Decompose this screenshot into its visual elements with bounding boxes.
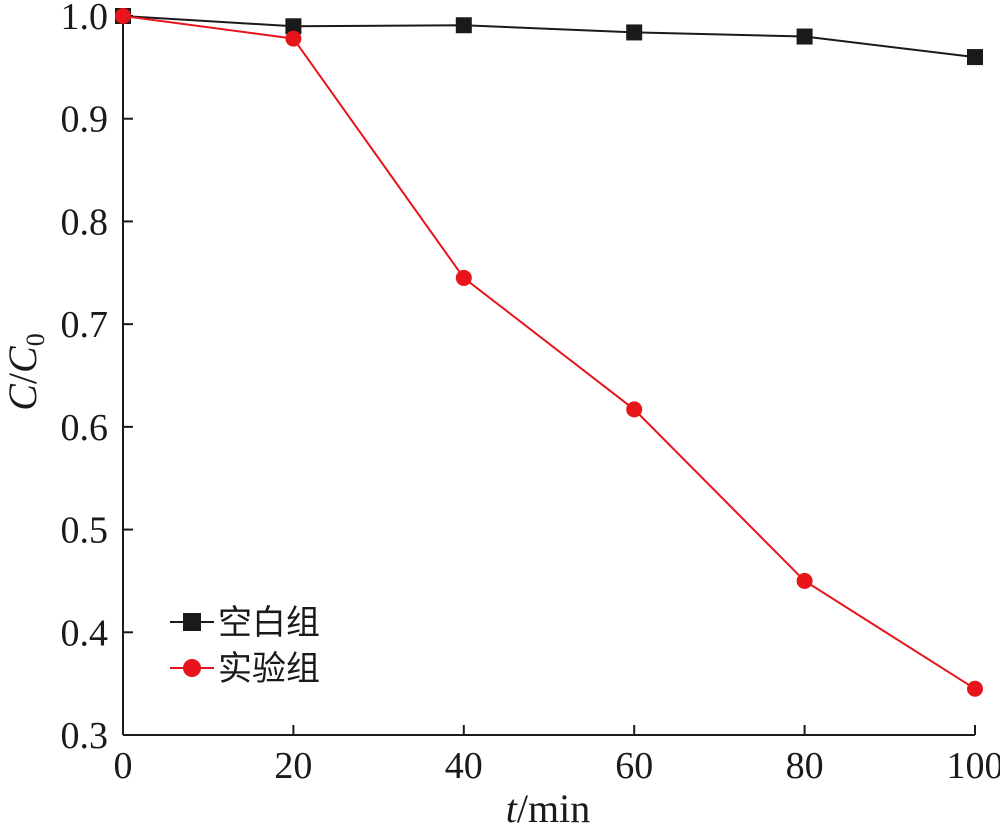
y-tick-label: 0.7	[61, 304, 109, 346]
series-line	[122, 15, 976, 59]
y-tick-label: 0.9	[61, 99, 109, 141]
data-point-square	[626, 24, 643, 41]
legend-item-experiment: 实验组	[170, 649, 320, 689]
y-tick-label: 0.3	[61, 715, 109, 757]
y-tick-label: 1.0	[61, 0, 109, 38]
x-tick-label: 100	[947, 745, 1000, 787]
x-tick-label: 80	[786, 745, 824, 787]
series-1	[115, 8, 983, 66]
legend-marker-square	[183, 613, 201, 631]
x-axis-title: t/min	[506, 786, 590, 831]
legend: 空白组 实验组	[170, 603, 320, 689]
data-point-circle	[967, 680, 983, 697]
y-tick-label: 0.4	[61, 612, 109, 654]
data-point-square	[285, 18, 302, 35]
x-tick-label: 0	[114, 745, 133, 787]
y-axis-title: C/C0	[0, 333, 50, 411]
data-point-circle	[626, 401, 643, 418]
series-2	[115, 8, 983, 697]
legend-label: 实验组	[218, 649, 320, 689]
legend-label: 空白组	[218, 603, 320, 643]
ticks: 0 20 40 60 80 100 0.3 0.4 0.5 0.6 0.7 0.8 0.9 1.0	[61, 0, 1000, 787]
y-tick-label: 0.5	[61, 510, 109, 552]
x-tick-label: 40	[445, 745, 483, 787]
data-point-square	[796, 28, 813, 45]
data-point-square	[455, 17, 472, 34]
legend-item-blank: 空白组	[170, 603, 320, 643]
data-point-circle	[115, 8, 131, 24]
legend-marker-circle	[183, 659, 201, 677]
data-point-circle	[455, 269, 472, 286]
x-tick-label: 20	[274, 745, 312, 787]
y-tick-label: 0.6	[61, 407, 109, 449]
data-point-square	[967, 49, 983, 66]
data-point-circle	[796, 572, 813, 589]
series-layer	[115, 8, 983, 697]
series-line	[122, 15, 976, 690]
x-tick-label: 60	[615, 745, 653, 787]
data-point-circle	[285, 30, 302, 47]
y-tick-label: 0.8	[61, 201, 109, 243]
axes	[122, 16, 975, 736]
